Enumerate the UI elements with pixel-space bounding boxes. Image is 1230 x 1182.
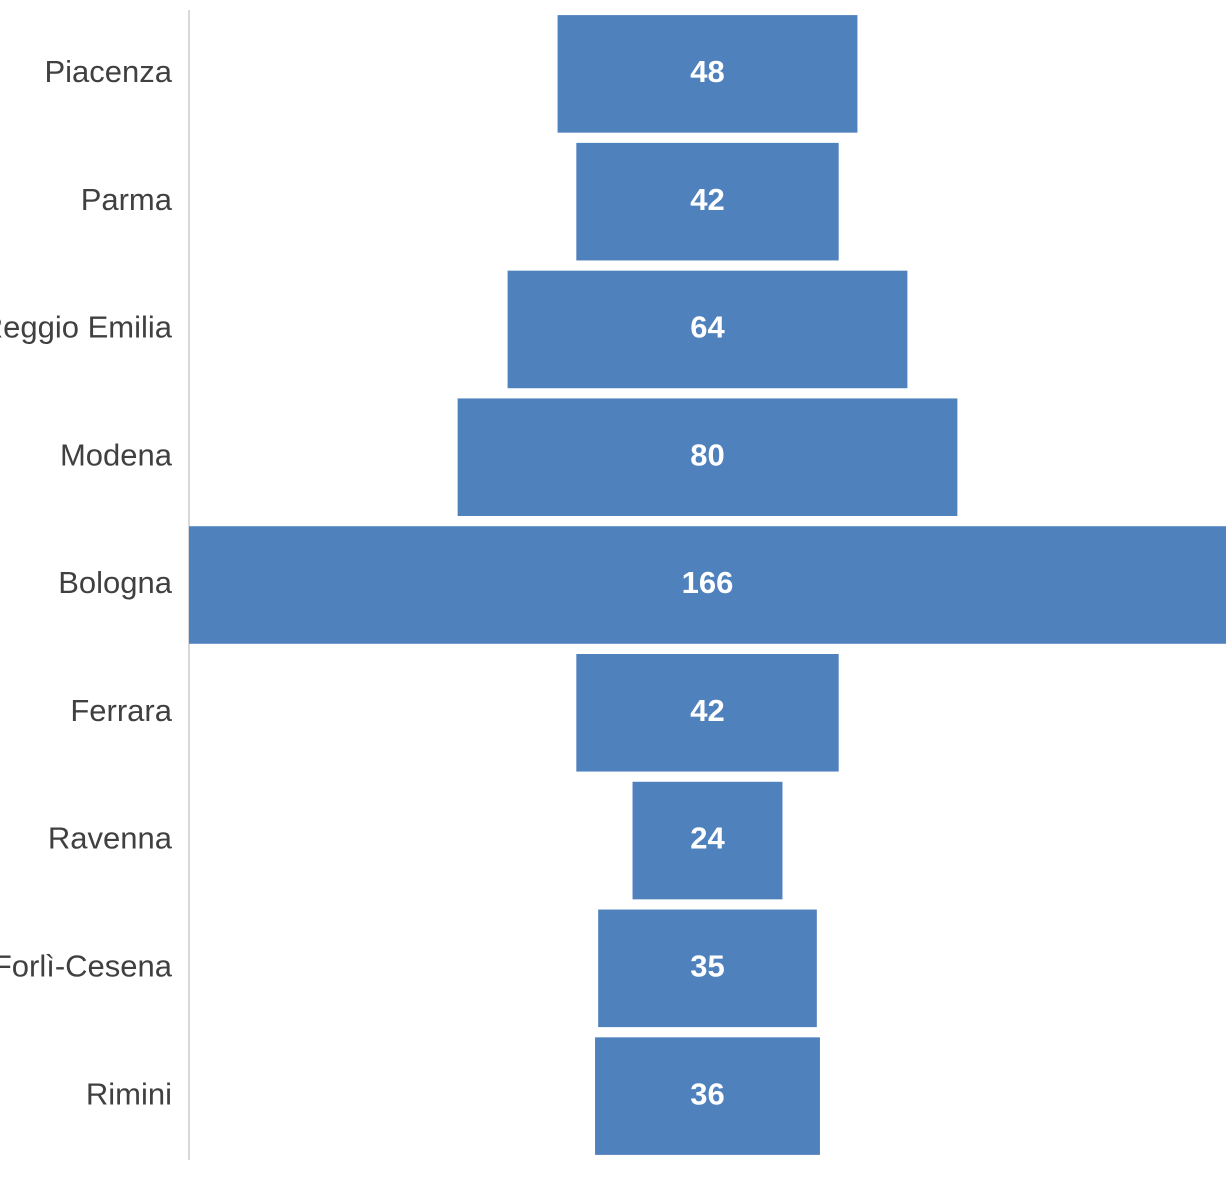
bar-rimini — [595, 1037, 820, 1155]
bars — [189, 15, 1226, 1155]
category-label: Piacenza — [44, 54, 172, 89]
bar-piacenza — [557, 15, 858, 133]
value-label: 36 — [690, 1076, 724, 1111]
category-label: Modena — [60, 437, 173, 472]
value-label: 42 — [690, 182, 724, 217]
value-label: 166 — [682, 565, 734, 600]
bar-modena — [457, 398, 958, 516]
bar-parma — [576, 142, 839, 261]
category-label: Reggio Emilia — [0, 310, 173, 345]
bar-bologna — [189, 526, 1226, 644]
bar-ravenna — [632, 781, 783, 900]
bar-ferrara — [576, 654, 839, 772]
category-label: Bologna — [58, 565, 173, 600]
category-label: Ravenna — [48, 821, 173, 856]
bar-forl-cesena — [598, 909, 817, 1028]
value-label: 48 — [690, 54, 724, 89]
value-label: 64 — [690, 310, 725, 345]
bar-reggio-emilia — [507, 270, 908, 389]
value-label: 24 — [690, 821, 725, 856]
category-label: Rimini — [86, 1076, 172, 1111]
category-label: Forlì-Cesena — [0, 949, 173, 984]
value-label: 42 — [690, 693, 724, 728]
category-label: Ferrara — [70, 693, 172, 728]
value-label: 35 — [690, 949, 724, 984]
value-label: 80 — [690, 437, 724, 472]
category-label: Parma — [81, 182, 173, 217]
category-labels: Piacenza Parma Reggio Emilia Modena Bologna F… — [0, 54, 173, 1111]
value-labels: 48 42 64 80 166 42 24 35 36 — [682, 54, 734, 1111]
